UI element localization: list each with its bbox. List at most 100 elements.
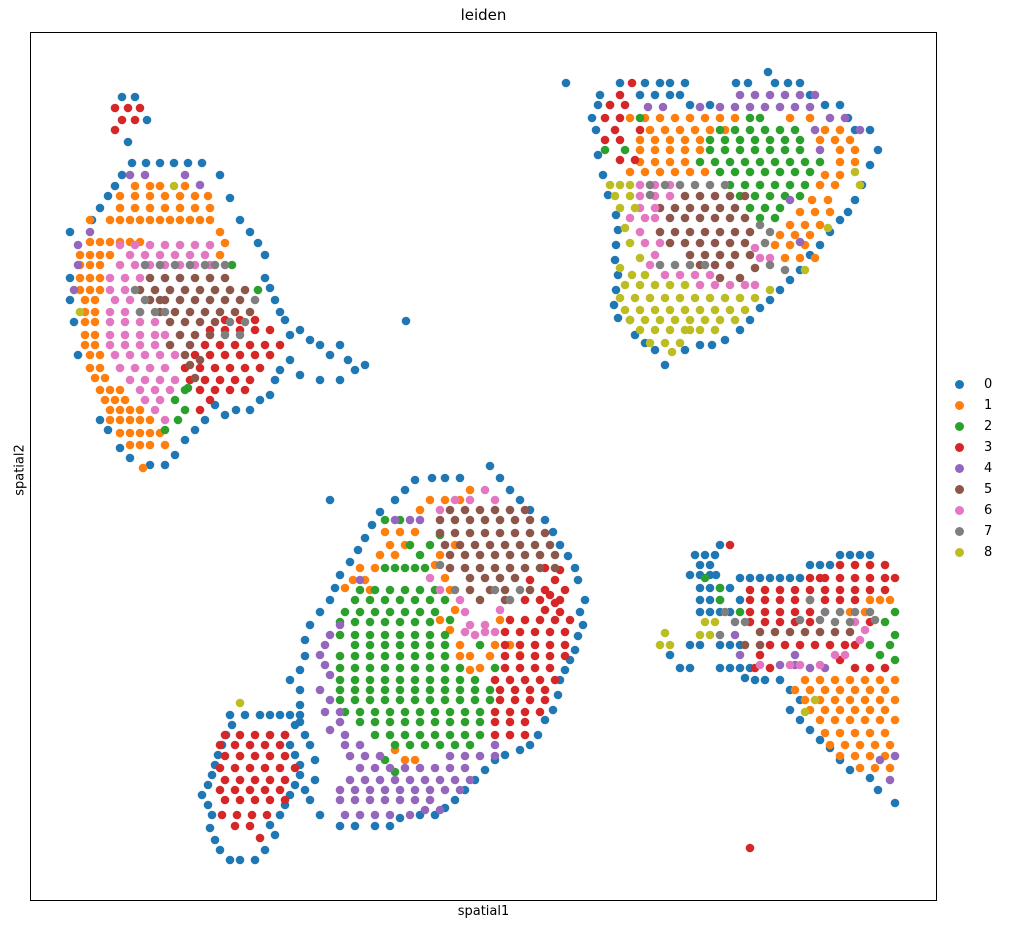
scatter-point <box>835 125 845 135</box>
scatter-point <box>460 730 470 740</box>
scatter-point <box>615 263 625 273</box>
scatter-point <box>75 250 85 260</box>
scatter-point <box>370 717 380 727</box>
scatter-point <box>160 440 170 450</box>
scatter-point <box>745 125 755 135</box>
scatter-point <box>635 227 645 237</box>
legend-label: 1 <box>984 398 993 413</box>
scatter-point <box>495 473 505 483</box>
scatter-point <box>190 240 200 250</box>
scatter-point <box>410 630 420 640</box>
scatter-point <box>810 640 820 650</box>
scatter-point <box>755 627 765 637</box>
scatter-point <box>115 240 125 250</box>
scatter-point <box>150 317 160 327</box>
scatter-point <box>265 283 275 293</box>
scatter-point <box>265 751 275 761</box>
scatter-point <box>445 550 455 560</box>
scatter-point <box>123 103 133 113</box>
scatter-point <box>790 595 800 605</box>
scatter-point <box>265 730 275 740</box>
scatter-point <box>140 295 150 305</box>
scatter-point <box>350 651 360 661</box>
scatter-point <box>425 685 435 695</box>
scatter-point <box>765 191 775 201</box>
scatter-point <box>405 540 415 550</box>
scatter-point <box>230 740 240 750</box>
scatter-point <box>350 640 360 650</box>
scatter-point <box>780 90 790 100</box>
scatter-point <box>490 495 500 505</box>
scatter-point <box>815 675 825 685</box>
scatter-point <box>520 595 530 605</box>
scatter-point <box>890 607 900 617</box>
scatter-point <box>475 717 485 727</box>
scatter-point <box>740 238 750 248</box>
scatter-point <box>840 650 850 660</box>
scatter-point <box>850 751 860 761</box>
scatter-point <box>80 317 90 327</box>
scatter-point <box>860 675 870 685</box>
scatter-point <box>485 540 495 550</box>
scatter-point <box>385 717 395 727</box>
scatter-point <box>865 595 875 605</box>
scatter-point <box>760 675 770 685</box>
scatter-point <box>500 663 510 673</box>
scatter-point <box>560 651 570 661</box>
scatter-point <box>707 340 717 350</box>
scatter-point <box>643 102 653 112</box>
scatter-point <box>415 707 425 717</box>
scatter-point <box>350 695 360 705</box>
scatter-point <box>190 373 200 383</box>
scatter-point <box>465 620 475 630</box>
scatter-point <box>155 350 165 360</box>
scatter-point <box>210 385 220 395</box>
scatter-point <box>785 220 795 230</box>
scatter-point <box>790 585 800 595</box>
scatter-point <box>365 795 375 805</box>
scatter-point <box>425 795 435 805</box>
scatter-point <box>665 157 675 167</box>
scatter-point <box>160 240 170 250</box>
legend: 0 1 2 3 4 5 6 7 8 <box>955 374 992 563</box>
scatter-point <box>765 135 775 145</box>
scatter-point <box>755 253 765 263</box>
scatter-point <box>615 155 625 165</box>
scatter-point <box>275 340 285 350</box>
scatter-point <box>670 167 680 177</box>
scatter-point <box>775 203 785 213</box>
scatter-point <box>805 617 815 627</box>
scatter-point <box>665 78 675 88</box>
scatter-point <box>760 607 770 617</box>
scatter-point <box>685 570 695 580</box>
scatter-point <box>430 730 440 740</box>
scatter-point <box>425 595 435 605</box>
scatter-point <box>440 473 450 483</box>
scatter-point <box>73 350 83 360</box>
scatter-point <box>815 627 825 637</box>
scatter-point <box>210 260 220 270</box>
scatter-point <box>475 550 485 560</box>
scatter-point <box>675 663 685 673</box>
scatter-point <box>790 230 800 240</box>
scatter-point <box>340 810 350 820</box>
scatter-point <box>265 795 275 805</box>
scatter-point <box>670 315 680 325</box>
scatter-point <box>520 615 530 625</box>
scatter-point <box>735 325 745 335</box>
scatter-point <box>380 640 390 650</box>
scatter-point <box>795 253 805 263</box>
scatter-point <box>600 145 610 155</box>
scatter-point <box>120 330 130 340</box>
scatter-point <box>810 695 820 705</box>
scatter-point <box>375 751 385 761</box>
scatter-point <box>115 260 125 270</box>
scatter-point <box>390 563 400 573</box>
scatter-point <box>805 560 815 570</box>
scatter-point <box>215 170 225 180</box>
scatter-point <box>135 307 145 317</box>
scatter-point <box>115 363 125 373</box>
scatter-point <box>125 415 135 425</box>
scatter-point <box>665 213 675 223</box>
scatter-point <box>215 740 225 750</box>
